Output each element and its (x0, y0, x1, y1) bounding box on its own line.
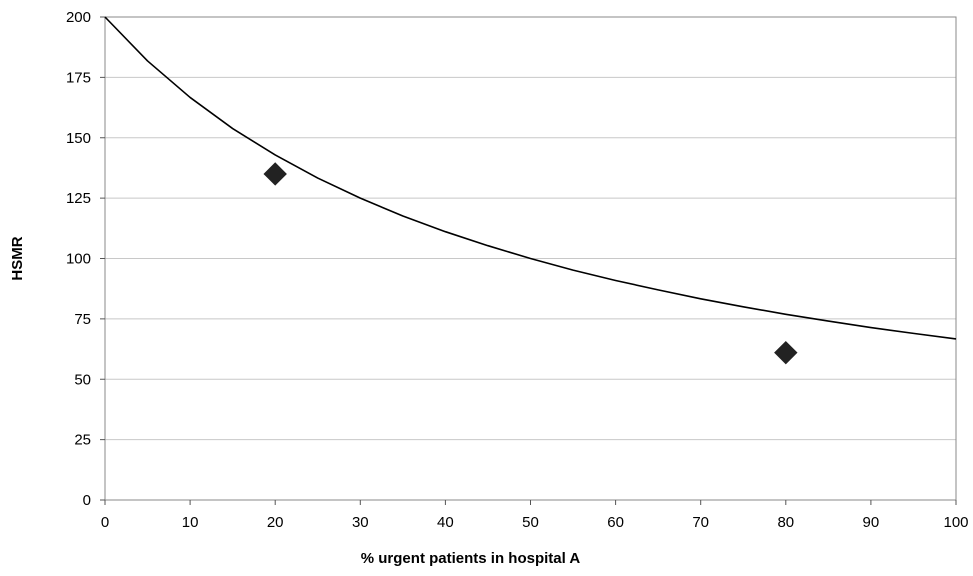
y-tick-label: 125 (66, 190, 91, 207)
x-tick-label: 80 (777, 514, 794, 531)
x-tick-label: 50 (522, 514, 539, 531)
y-tick-label: 175 (66, 69, 91, 86)
y-tick-label: 100 (66, 251, 91, 268)
series (104, 16, 957, 365)
y-tick-label: 200 (66, 9, 91, 26)
diamond-marker (263, 162, 287, 186)
x-tick-label: 40 (437, 514, 454, 531)
x-tick-label: 10 (182, 514, 199, 531)
curve-line (104, 16, 957, 340)
x-tick-label: 30 (352, 514, 369, 531)
y-tick-label: 150 (66, 130, 91, 147)
y-axis-title: HSMR (9, 236, 26, 280)
x-axis-title: % urgent patients in hospital A (361, 550, 581, 567)
x-tick-label: 70 (692, 514, 709, 531)
x-tick-label: 0 (101, 514, 109, 531)
x-tick-label: 60 (607, 514, 624, 531)
diamond-marker (774, 340, 798, 365)
x-tick-label: 100 (943, 514, 968, 531)
y-tick-label: 25 (74, 432, 91, 449)
x-tick-label: 20 (267, 514, 284, 531)
axes (100, 16, 957, 505)
x-tick-label: 90 (863, 514, 880, 531)
y-tick-label: 0 (83, 492, 91, 509)
y-tick-label: 50 (74, 371, 91, 388)
y-tick-label: 75 (74, 311, 91, 328)
tick-labels: 0 25 50 75 100 125 150 175 200 0 10 20 30 40 50 60 70 80 9… (66, 9, 969, 531)
